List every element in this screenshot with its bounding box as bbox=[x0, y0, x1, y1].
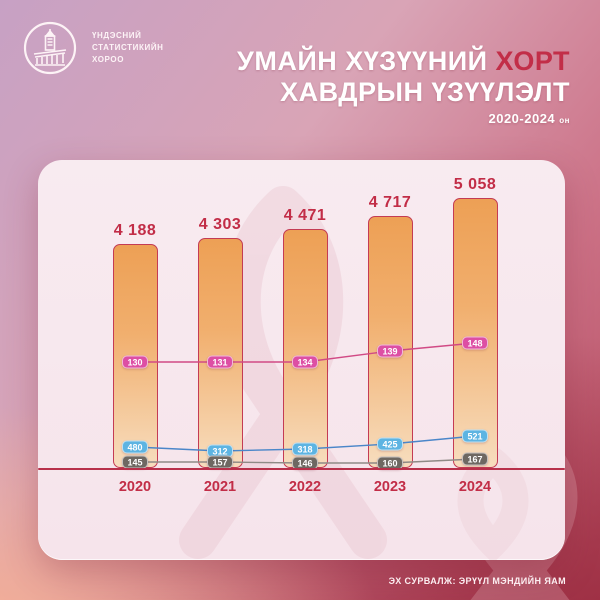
page-title: УМАЙН ХҮЗҮҮНИЙ ХОРТ ХАВДРЫН ҮЗҮҮЛЭЛТ 202… bbox=[237, 46, 570, 126]
year-label-2023: 2023 bbox=[373, 479, 407, 495]
nso-logo: ҮНДЭСНИЙ СТАТИСТИКИЙН ХОРОО bbox=[22, 20, 164, 76]
chart-card: 4 188 4 303 4 471 4 717 5 058 130 131 134 139 148… bbox=[38, 160, 565, 560]
title-line2: ХАВДРЫН ҮЗҮҮЛЭЛТ bbox=[280, 76, 570, 107]
bar-value-label: 4 717 bbox=[368, 194, 412, 211]
bar-value-label: 4 303 bbox=[198, 216, 242, 233]
badge-pink-2021: 131 bbox=[207, 355, 233, 369]
year-label-2021: 2021 bbox=[203, 479, 237, 495]
x-axis-baseline bbox=[38, 468, 565, 470]
bar-value-label: 4 188 bbox=[113, 222, 157, 239]
badge-gray-2021: 157 bbox=[207, 455, 233, 469]
bar-2022 bbox=[282, 229, 328, 468]
year-label-2024: 2024 bbox=[458, 479, 492, 495]
year-label-2022: 2022 bbox=[288, 479, 322, 495]
period-label: 2020-2024 он bbox=[488, 111, 570, 126]
badge-blue-2023: 425 bbox=[377, 437, 403, 451]
nso-logo-icon bbox=[23, 21, 77, 75]
title-line1: УМАЙН ХҮЗҮҮНИЙ bbox=[237, 46, 488, 76]
bar-2024 bbox=[452, 198, 498, 468]
bar-value-label: 4 471 bbox=[283, 207, 327, 224]
badge-blue-2022: 318 bbox=[292, 442, 318, 456]
badge-blue-2024: 521 bbox=[462, 429, 488, 443]
bar-2023 bbox=[367, 216, 413, 468]
source-note: ЭХ СУРВАЛЖ: ЭРҮҮЛ МЭНДИЙН ЯАМ bbox=[388, 576, 566, 586]
badge-pink-2020: 130 bbox=[122, 355, 148, 369]
title-line1-highlight: ХОРТ bbox=[495, 46, 570, 76]
badge-pink-2023: 139 bbox=[377, 344, 403, 358]
badge-blue-2020: 480 bbox=[122, 440, 148, 454]
badge-pink-2022: 134 bbox=[292, 355, 318, 369]
org-name: ҮНДЭСНИЙ СТАТИСТИКИЙН ХОРОО bbox=[92, 31, 164, 64]
bar-value-label: 5 058 bbox=[453, 176, 497, 193]
badge-gray-2024: 167 bbox=[462, 452, 488, 466]
year-label-2020: 2020 bbox=[118, 479, 152, 495]
badge-gray-2020: 145 bbox=[122, 455, 148, 469]
badge-pink-2024: 148 bbox=[462, 336, 488, 350]
